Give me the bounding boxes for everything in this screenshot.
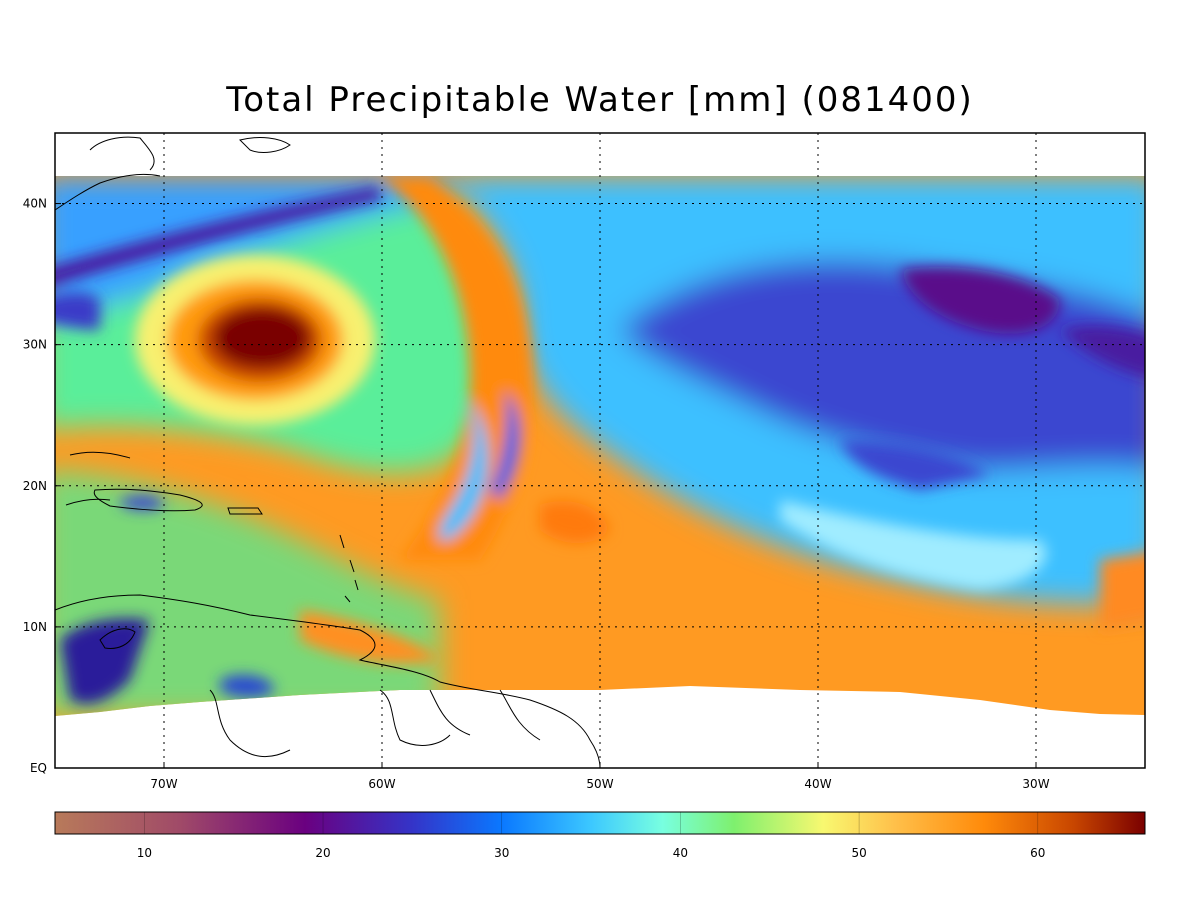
lon-tick-label: 60W [368, 777, 395, 791]
coastline-venezuela [99, 628, 136, 649]
coastline-puerto-rico [227, 507, 263, 515]
country-borders [209, 689, 541, 758]
latitude-labels: EQ 10N 20N 30N 40N [23, 197, 47, 775]
lon-tick-label: 70W [150, 777, 177, 791]
lon-tick-label: 40W [804, 777, 831, 791]
lat-tick-label: EQ [30, 761, 47, 775]
coastline-south-america [54, 594, 601, 769]
lat-tick-label: 20N [23, 479, 47, 493]
coastlines [54, 136, 601, 769]
coastline-cuba [65, 451, 131, 506]
coastline-hispaniola [93, 488, 203, 512]
colorbar-ticks: 10 20 30 40 50 60 [137, 812, 1045, 860]
lon-tick-label: 50W [586, 777, 613, 791]
colorbar-tick-label: 30 [494, 846, 509, 860]
coastline-north-america [54, 136, 291, 211]
map-title: Total Precipitable Water [mm] (081400) [226, 80, 974, 120]
coastline-lesser-antilles [339, 534, 359, 603]
colorbar-tick-label: 40 [673, 846, 688, 860]
colorbar-tick-label: 50 [851, 846, 866, 860]
lat-tick-label: 30N [23, 338, 47, 352]
lat-tick-label: 10N [23, 620, 47, 634]
colorbar-tick-label: 20 [315, 846, 330, 860]
colorbar-tick-label: 10 [137, 846, 152, 860]
lon-tick-label: 30W [1022, 777, 1049, 791]
colorbar [54, 811, 1146, 835]
lat-tick-label: 40N [23, 197, 47, 211]
colorbar-tick-label: 60 [1030, 846, 1045, 860]
tpw-field [55, 176, 1145, 716]
longitude-labels: 70W 60W 50W 40W 30W [150, 777, 1049, 791]
gridlines [55, 133, 1145, 769]
tpw-field-detail [55, 176, 1145, 704]
